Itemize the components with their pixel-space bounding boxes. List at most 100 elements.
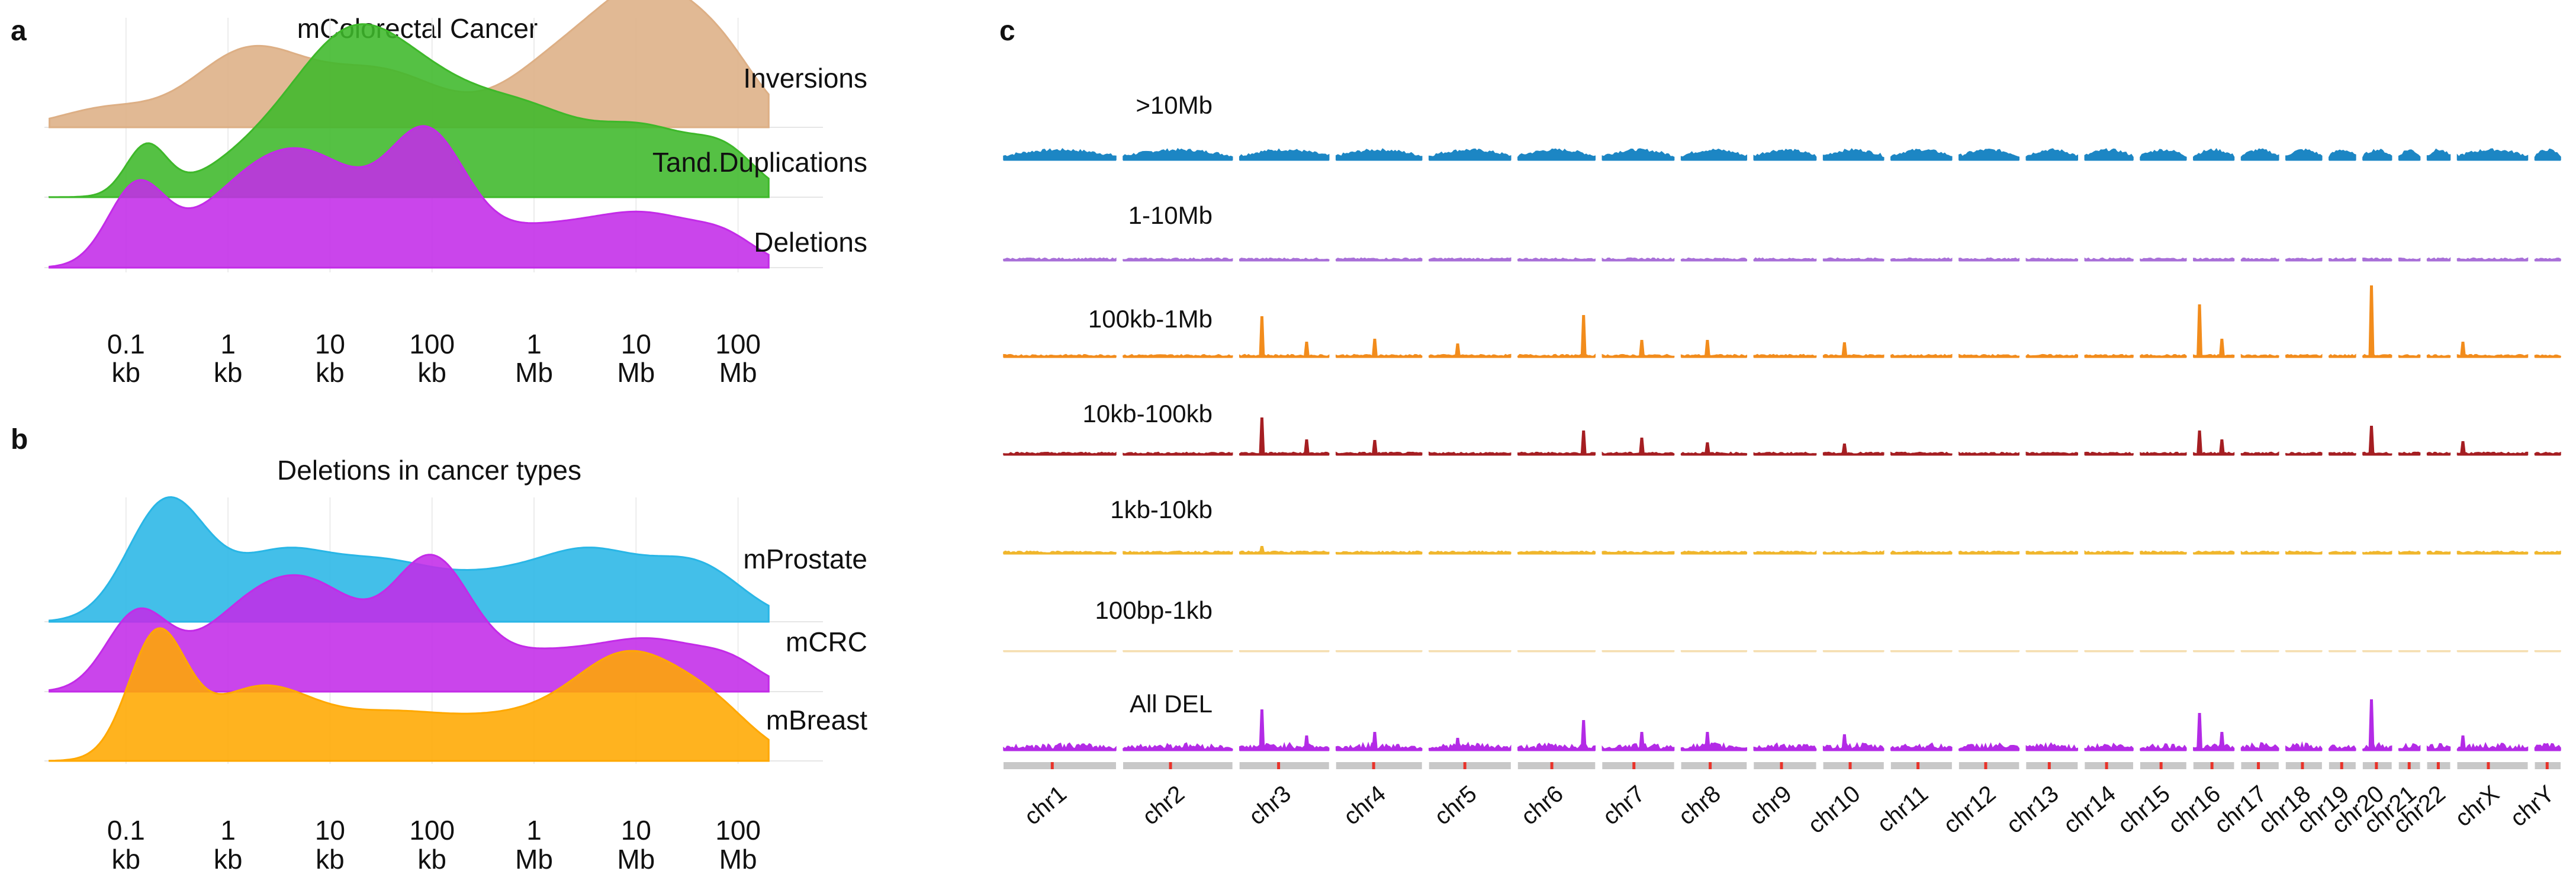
b-label-mcrc: mCRC — [786, 626, 867, 657]
track-6-chr2 — [1123, 742, 1233, 751]
a-tick-label: 100 — [409, 329, 455, 359]
centromere-chr4 — [1372, 762, 1375, 769]
panel-c-tracks: >10Mb 1-10Mb 100kb-1Mb 10kb-100kb 1kb-10kb 10… — [1003, 91, 2561, 751]
track-0-chr11 — [1890, 149, 1953, 160]
track-0-chr21 — [2398, 149, 2421, 160]
centromere-chr1 — [1050, 762, 1054, 769]
ideogram-chr6 — [1517, 762, 1596, 769]
chr-label-chr13: chr13 — [2002, 780, 2064, 838]
spike-chrX-row3 — [2459, 441, 2466, 455]
track-label-0: >10Mb — [1136, 91, 1213, 119]
track-label-5: 100bp-1kb — [1095, 596, 1213, 624]
spike-chr10-row3 — [1841, 444, 1848, 455]
track-6-chr18 — [2285, 741, 2323, 751]
a-tick-unit: Mb — [617, 357, 655, 388]
centromere-chr22 — [2436, 762, 2440, 769]
b-tick-label: 100 — [409, 815, 455, 846]
track-6-chr3 — [1239, 741, 1330, 751]
b-tick-unit: Mb — [719, 844, 757, 875]
track-6-chr8 — [1680, 742, 1748, 751]
track-0-chr6 — [1517, 148, 1596, 160]
centromere-chr18 — [2301, 762, 2304, 769]
spike-chr4-row6 — [1371, 732, 1378, 751]
track-6-chr5 — [1428, 741, 1511, 751]
panel-a-ridges — [44, 0, 823, 272]
spike-chr20-row6 — [2368, 699, 2375, 751]
track-0-chr14 — [2084, 148, 2134, 160]
spike-chr6-row6 — [1580, 720, 1587, 751]
ideogram-chr17 — [2241, 762, 2279, 769]
panel-c-letter: c — [999, 15, 1015, 47]
chr-label-chr15: chr15 — [2113, 780, 2175, 838]
centromere-chr9 — [1780, 762, 1783, 769]
track-6-chr14 — [2084, 743, 2134, 751]
track-6-chr10 — [1822, 742, 1884, 751]
b-tick-label: 10 — [315, 815, 345, 846]
a-tick-label: 1 — [526, 329, 542, 359]
spike-chr7-row3 — [1638, 438, 1645, 455]
centromere-chr21 — [2407, 762, 2411, 769]
track-6-chr22 — [2426, 743, 2451, 751]
track-0-chr5 — [1428, 148, 1511, 160]
track-0-chr20 — [2362, 149, 2392, 160]
track-0-chr16 — [2193, 147, 2235, 160]
track-6-chr1 — [1003, 742, 1117, 751]
track-6-chr15 — [2140, 743, 2187, 751]
b-tick-unit: Mb — [515, 844, 553, 875]
track-0-chr19 — [2329, 149, 2356, 160]
b-label-mbreast: mBreast — [766, 705, 867, 735]
a-density-tandduplications — [48, 23, 770, 198]
spike-chr16-row3 — [2196, 430, 2203, 455]
track-6-chr17 — [2240, 742, 2279, 751]
chr-label-chrY: chrY — [2506, 780, 2559, 832]
a-tick-unit: kb — [316, 357, 345, 388]
b-density-mprostate — [49, 496, 770, 623]
ideogram-chr12 — [1958, 762, 2019, 769]
panel-b-letter: b — [11, 424, 28, 455]
track-0-chr13 — [2025, 148, 2079, 160]
ideogram-chrX — [2457, 762, 2528, 769]
ideogram-chr10 — [1823, 762, 1884, 769]
centromere-chr2 — [1169, 762, 1172, 769]
spike-chr4-row3 — [1371, 440, 1378, 455]
centromere-chrY — [2545, 762, 2549, 769]
a-tick-unit: kb — [214, 357, 243, 388]
a-tick-unit: Mb — [515, 357, 553, 388]
centromere-chr12 — [1984, 762, 1988, 769]
spike-chr7-row2 — [1638, 340, 1645, 358]
track-6-chr20 — [2362, 742, 2392, 751]
chr-label-chr16: chr16 — [2163, 780, 2226, 838]
spike-chrX-row2 — [2459, 342, 2466, 358]
chr-label-chr6: chr6 — [1516, 780, 1568, 830]
b-tick-label: 100 — [715, 815, 761, 846]
centromere-chrX — [2487, 762, 2490, 769]
panel-c-genome-tracks: >10Mb 1-10Mb 100kb-1Mb 10kb-100kb 1kb-10kb 10… — [1003, 91, 2561, 838]
track-6-chr21 — [2398, 743, 2421, 751]
a-tick-label: 0.1 — [107, 329, 145, 359]
chr-label-chr3: chr3 — [1244, 780, 1296, 830]
spike-chr5-row2 — [1454, 343, 1461, 358]
ideogram-chr8 — [1681, 762, 1747, 769]
b-tick-label: 10 — [621, 815, 651, 846]
a-tick-label: 100 — [715, 329, 761, 359]
track-0-chr3 — [1239, 148, 1330, 160]
track-6-chr12 — [1958, 742, 2020, 751]
chr-label-chr11: chr11 — [1872, 780, 1933, 837]
centromere-chr7 — [1632, 762, 1636, 769]
centromere-chr6 — [1550, 762, 1554, 769]
centromere-chr14 — [2105, 762, 2108, 769]
panel-b-ridges — [44, 496, 823, 764]
centromere-chr3 — [1277, 762, 1281, 769]
panel-c-chromosome-labels: chr1 chr2 chr3 chr4 chr5 chr6 chr7 chr8 chr9 chr1… — [1020, 780, 2559, 838]
spike-chr16-row2 — [2218, 339, 2225, 358]
a-density-deletions — [49, 125, 770, 269]
spike-chr10-row6 — [1841, 734, 1848, 751]
centromere-chr17 — [2257, 762, 2260, 769]
b-label-mprostate: mProstate — [743, 544, 867, 574]
spike-chr7-row6 — [1638, 732, 1645, 751]
spike-chr10-row2 — [1841, 342, 1848, 358]
track-0-chr7 — [1601, 148, 1675, 160]
chr-label-chr8: chr8 — [1674, 780, 1726, 830]
